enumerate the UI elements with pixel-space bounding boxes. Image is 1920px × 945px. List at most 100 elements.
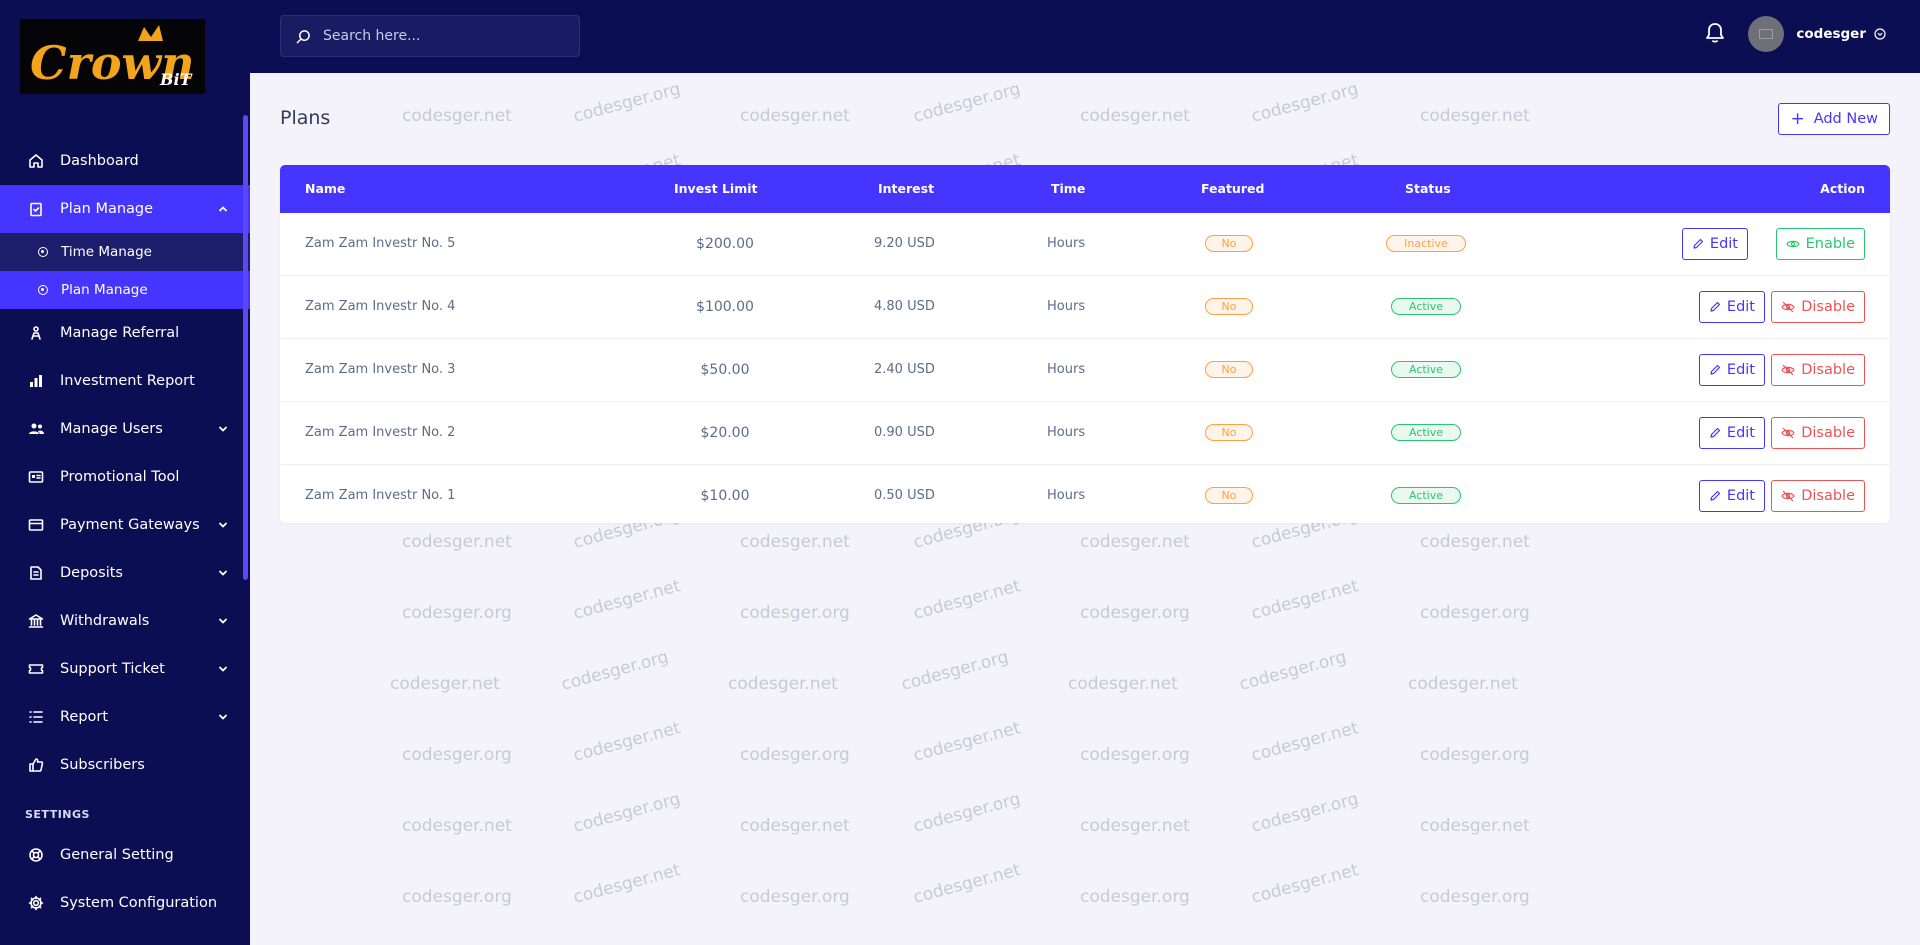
- sidebar-item-label: Plan Manage: [60, 201, 154, 217]
- sidebar-item-manage-users[interactable]: Manage Users: [0, 405, 250, 453]
- header-interest: Interest: [878, 181, 935, 196]
- watermark-text: codesger.org: [402, 603, 512, 623]
- sidebar-item-dashboard[interactable]: Dashboard: [0, 137, 250, 185]
- edit-button[interactable]: Edit: [1681, 228, 1748, 260]
- crown-logo-icon: Crown BiT: [30, 25, 195, 90]
- status-badge: Active: [1391, 487, 1461, 504]
- pencil-icon: [1709, 427, 1727, 439]
- interest: 0.50 USD: [874, 488, 935, 503]
- sidebar-item-label: Subscribers: [60, 757, 145, 773]
- enable-button[interactable]: Enable: [1775, 228, 1865, 260]
- header-status: Status: [1405, 181, 1451, 196]
- watermark-text: codesger.org: [911, 789, 1023, 837]
- plan-name: Zam Zam Investr No. 4: [305, 299, 456, 314]
- watermark-text: codesger.org: [1249, 79, 1361, 127]
- chevron-up-icon: [218, 201, 228, 217]
- sidebar-item-promotional-tool[interactable]: Promotional Tool: [0, 453, 250, 501]
- edit-button[interactable]: Edit: [1698, 291, 1765, 323]
- user-menu[interactable]: codesger: [1748, 16, 1886, 52]
- invest-limit: $100.00: [696, 299, 754, 315]
- edit-button[interactable]: Edit: [1698, 417, 1765, 449]
- home-icon: [27, 152, 45, 170]
- featured-badge: No: [1205, 424, 1253, 441]
- disable-button[interactable]: Disable: [1771, 354, 1865, 386]
- watermark-text: codesger.org: [571, 79, 683, 127]
- edit-button[interactable]: Edit: [1698, 480, 1765, 512]
- chevron-down-icon: [218, 421, 228, 437]
- search-icon: [296, 29, 310, 43]
- sidebar-item-withdrawals[interactable]: Withdrawals: [0, 597, 250, 645]
- add-new-button[interactable]: + Add New: [1778, 103, 1890, 135]
- topbar: codesger: [250, 0, 1920, 73]
- table-row: Zam Zam Investr No. 5 $200.00 9.20 USD H…: [280, 213, 1890, 276]
- sidebar-item-system-configuration[interactable]: System Configuration: [0, 879, 250, 927]
- edit-button[interactable]: Edit: [1698, 354, 1765, 386]
- submenu-item-time-manage[interactable]: Time Manage: [0, 233, 250, 271]
- image-placeholder-icon: [1759, 29, 1774, 39]
- sidebar-item-manage-referral[interactable]: Manage Referral: [0, 309, 250, 357]
- plus-icon: +: [1790, 108, 1805, 129]
- toggle-label: Enable: [1805, 236, 1855, 252]
- thumbs-up-icon: [27, 756, 45, 774]
- search-box[interactable]: [280, 15, 580, 57]
- status-badge: Inactive: [1386, 235, 1466, 252]
- watermark-text: codesger.net: [1420, 816, 1530, 836]
- toggle-label: Disable: [1801, 362, 1855, 378]
- sidebar-item-subscribers[interactable]: Subscribers: [0, 741, 250, 789]
- plan-name: Zam Zam Investr No. 5: [305, 236, 456, 251]
- watermark-text: codesger.org: [1080, 887, 1190, 907]
- disable-button[interactable]: Disable: [1771, 291, 1865, 323]
- watermark-text: codesger.org: [1237, 647, 1349, 695]
- pencil-icon: [1709, 490, 1727, 502]
- status-badge: Active: [1391, 424, 1461, 441]
- username: codesger: [1796, 26, 1866, 42]
- sidebar-item-label: Support Ticket: [60, 661, 165, 677]
- eye-slash-icon: [1781, 301, 1801, 313]
- table-row: Zam Zam Investr No. 1 $10.00 0.50 USD Ho…: [280, 465, 1890, 523]
- chevron-circle-down-icon: [1874, 28, 1886, 40]
- sidebar-item-label: General Setting: [60, 847, 174, 863]
- sidebar-item-support-ticket[interactable]: Support Ticket: [0, 645, 250, 693]
- watermark-text: codesger.net: [571, 576, 683, 624]
- watermark-text: codesger.net: [740, 532, 850, 552]
- notification-bell-icon[interactable]: [1705, 22, 1725, 48]
- sidebar-item-label: Withdrawals: [60, 613, 150, 629]
- watermark-text: codesger.net: [390, 674, 500, 694]
- watermark-text: codesger.net: [1068, 674, 1178, 694]
- life-ring-icon: [27, 846, 45, 864]
- brand-logo[interactable]: Crown BiT: [20, 19, 205, 94]
- status-badge: Active: [1391, 298, 1461, 315]
- users-icon: [27, 420, 45, 438]
- header-featured: Featured: [1201, 181, 1265, 196]
- search-input[interactable]: [321, 27, 555, 45]
- watermark-text: codesger.net: [740, 816, 850, 836]
- featured-badge: No: [1205, 361, 1253, 378]
- sidebar-item-deposits[interactable]: Deposits: [0, 549, 250, 597]
- sidebar-scrollbar[interactable]: [243, 115, 248, 580]
- status-badge: Active: [1391, 361, 1461, 378]
- chevron-down-icon: [218, 517, 228, 533]
- settings-section-label: SETTINGS: [25, 808, 90, 821]
- edit-label: Edit: [1726, 362, 1755, 378]
- sidebar-item-report[interactable]: Report: [0, 693, 250, 741]
- disable-button[interactable]: Disable: [1771, 480, 1865, 512]
- submenu-item-plan-manage[interactable]: Plan Manage: [0, 271, 250, 309]
- sidebar-item-general-setting[interactable]: General Setting: [0, 831, 250, 879]
- watermark-text: codesger.org: [402, 745, 512, 765]
- submenu-plan-manage: Time Manage Plan Manage: [0, 233, 250, 309]
- sidebar-item-plan-manage[interactable]: Plan Manage: [0, 185, 250, 233]
- sidebar-item-payment-gateways[interactable]: Payment Gateways: [0, 501, 250, 549]
- plan-name: Zam Zam Investr No. 1: [305, 488, 456, 503]
- dot-circle-icon: [38, 285, 48, 295]
- disable-button[interactable]: Disable: [1771, 417, 1865, 449]
- watermark-text: codesger.net: [571, 718, 683, 766]
- time: Hours: [1047, 425, 1086, 440]
- header-time: Time: [1051, 181, 1086, 196]
- watermark-text: codesger.net: [1249, 576, 1361, 624]
- bank-icon: [27, 612, 45, 630]
- watermark-text: codesger.org: [911, 79, 1023, 127]
- gear-icon: [27, 894, 45, 912]
- toggle-label: Disable: [1801, 425, 1855, 441]
- sidebar-item-investment-report[interactable]: Investment Report: [0, 357, 250, 405]
- eye-slash-icon: [1781, 427, 1801, 439]
